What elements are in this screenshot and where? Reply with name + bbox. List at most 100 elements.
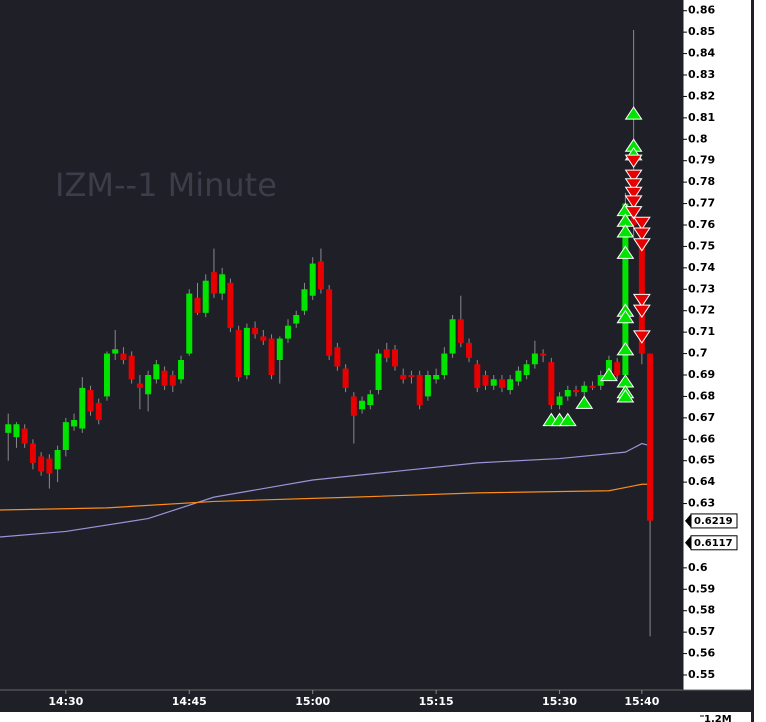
candle-body — [564, 390, 571, 397]
x-tick-label: 15:00 — [295, 695, 330, 708]
candle-body — [79, 387, 86, 429]
candle-body — [548, 362, 555, 405]
candle-body — [62, 422, 69, 450]
candle-body — [359, 400, 366, 410]
candle-body — [252, 327, 259, 335]
candle-body — [5, 424, 12, 433]
x-tick-label: 15:15 — [419, 695, 454, 708]
buy-signal — [624, 106, 643, 120]
candle-body — [441, 353, 448, 375]
buy-signal — [616, 309, 635, 324]
y-tick-label: 0.78 — [688, 175, 715, 188]
x-tick-label: 15:40 — [624, 695, 659, 708]
candle-body — [293, 315, 300, 324]
candle-body — [178, 360, 185, 380]
y-tick-label: 0.76 — [688, 218, 715, 231]
candle-body — [145, 375, 152, 395]
candle-body — [243, 327, 250, 375]
candle-body — [408, 375, 415, 378]
candle-body — [457, 319, 464, 343]
candle-body — [161, 370, 168, 386]
candle-body — [276, 338, 283, 360]
price-tag-arrow — [685, 535, 691, 550]
candle-body — [647, 353, 654, 521]
candle-body — [334, 347, 341, 367]
sell-signal — [624, 178, 643, 192]
candle-body — [268, 338, 275, 375]
candle-body — [605, 360, 612, 375]
candle-body — [13, 424, 20, 438]
candle-body — [153, 364, 160, 380]
candle-body — [87, 390, 94, 412]
y-tick-label: 0.56 — [688, 647, 715, 660]
candle-body — [622, 203, 629, 375]
moving-average-line — [0, 442, 651, 538]
candle-body — [350, 396, 357, 416]
candle-body — [556, 396, 563, 405]
candle-body — [103, 353, 110, 397]
y-tick-label: 0.8 — [688, 132, 708, 145]
candle-body — [309, 263, 316, 296]
candle-body — [219, 274, 226, 294]
y-tick-label: 0.64 — [688, 475, 715, 488]
candle-body — [112, 349, 119, 354]
sell-signal — [632, 227, 651, 241]
y-tick-label: 0.58 — [688, 604, 715, 617]
sell-signal — [624, 195, 643, 209]
candle-body — [573, 390, 580, 393]
candle-body — [581, 385, 588, 393]
candle-body — [38, 456, 45, 472]
sell-signal — [632, 238, 651, 252]
moving-average-line — [0, 483, 651, 511]
candle-body — [54, 450, 61, 470]
y-tick-label: 0.79 — [688, 154, 715, 167]
candle-body — [589, 385, 596, 388]
candle-body — [531, 353, 538, 365]
x-tick-label: 15:30 — [542, 695, 577, 708]
sell-signal — [632, 304, 651, 319]
candle-body — [375, 353, 382, 390]
price-tag-label: 0.6219 — [694, 516, 733, 527]
candle-body — [169, 375, 176, 386]
y-tick-label: 0.77 — [688, 197, 715, 210]
y-tick-label: 0.74 — [688, 261, 715, 274]
buy-signal — [616, 341, 635, 356]
candle-body — [21, 428, 28, 444]
sell-signal — [632, 216, 651, 231]
candle-body — [515, 370, 522, 382]
candle-body — [540, 353, 547, 356]
candle-body — [523, 364, 530, 375]
sell-signal — [624, 154, 643, 169]
candle-body — [136, 383, 143, 388]
price-axis-background — [683, 0, 752, 690]
candle-body — [433, 375, 440, 380]
candle-body — [383, 349, 390, 358]
y-tick-label: 0.72 — [688, 304, 715, 317]
candle-body — [416, 375, 423, 405]
candle-body — [474, 364, 481, 388]
candle-body — [424, 375, 431, 397]
candle-body — [210, 272, 217, 294]
y-tick-label: 0.63 — [688, 497, 715, 510]
y-tick-label: 0.82 — [688, 89, 715, 102]
price-tag-arrow — [685, 513, 691, 528]
candle-body — [490, 379, 497, 386]
y-tick-label: 0.81 — [688, 111, 715, 124]
sell-signal — [632, 293, 651, 308]
candle-body — [317, 261, 324, 290]
candle-body — [71, 420, 78, 427]
candle-body — [194, 297, 201, 313]
candle-body — [235, 330, 242, 378]
candle-body — [326, 289, 333, 356]
buy-signal — [616, 389, 635, 403]
candle-body — [46, 458, 53, 474]
candle-body — [227, 282, 234, 328]
sell-signal — [632, 330, 651, 344]
buy-signal — [600, 367, 618, 382]
y-tick-label: 0.69 — [688, 368, 715, 381]
candle-body — [449, 319, 456, 354]
y-tick-label: 0.55 — [688, 668, 715, 681]
y-tick-label: 0.7 — [688, 347, 708, 360]
sell-signal — [624, 206, 643, 220]
candle-body — [95, 402, 102, 420]
